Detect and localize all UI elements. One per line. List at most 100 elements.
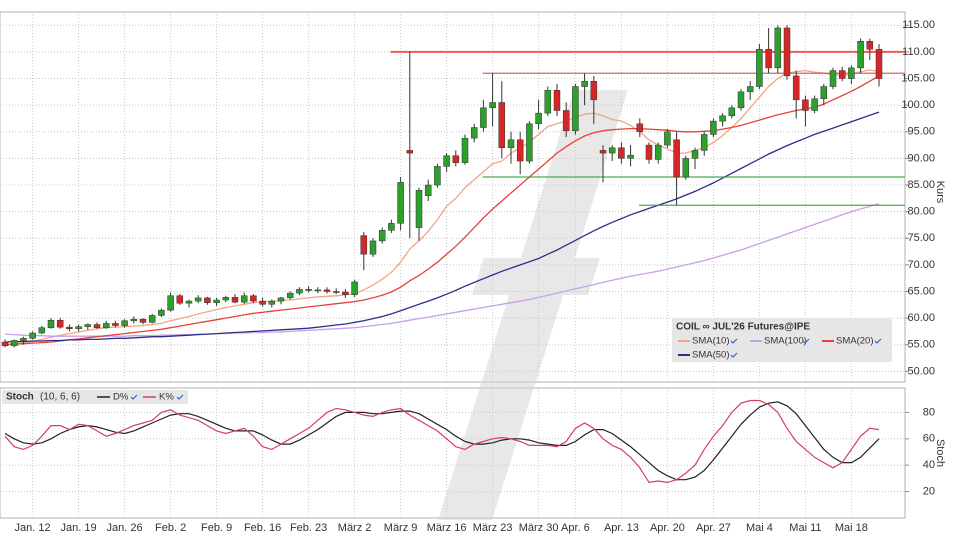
candle-body — [268, 300, 276, 305]
sma-line — [4, 75, 880, 346]
candle-body — [10, 340, 18, 347]
candle-body — [811, 98, 818, 111]
candle-body — [130, 318, 138, 322]
y-tick-label: 75.00 — [907, 232, 935, 244]
x-tick-label: März 30 — [519, 522, 559, 534]
y-tick-label: 115.00 — [902, 19, 935, 31]
candle-body — [121, 320, 128, 326]
candle-body — [783, 27, 791, 77]
y-tick-label: 20 — [923, 486, 935, 498]
candle-body — [572, 86, 579, 131]
y-tick-label: 95.00 — [907, 126, 935, 138]
y-tick-label: 90.00 — [907, 152, 935, 164]
candle-body — [406, 150, 414, 154]
candle-body — [93, 324, 101, 328]
x-tick-label: Feb. 16 — [244, 522, 281, 534]
stoch-title: Stoch — [6, 392, 34, 403]
x-tick-label: Jan. 26 — [107, 522, 143, 534]
candle-body — [673, 139, 680, 178]
legend-check — [176, 394, 184, 400]
plot — [1, 25, 905, 484]
candle-body — [250, 295, 257, 302]
legend-check — [130, 394, 138, 400]
candle-body — [167, 295, 174, 311]
y-tick-label: 55.00 — [907, 339, 935, 351]
candle-body — [29, 332, 36, 339]
legend-check — [802, 338, 810, 344]
x-tick-label: März 16 — [427, 522, 467, 534]
candle-body — [84, 324, 92, 327]
candle-body — [213, 299, 220, 303]
candle-body — [332, 291, 340, 293]
candle-body — [820, 86, 828, 100]
x-tick-label: Jan. 12 — [15, 522, 51, 534]
candle-body — [654, 144, 662, 160]
candle-body — [102, 323, 110, 328]
y-tick-label: 65.00 — [907, 285, 935, 297]
candle-body — [112, 323, 119, 326]
candle-body — [498, 102, 506, 149]
candle-body — [342, 291, 349, 295]
x-tick-label: Mai 18 — [835, 522, 868, 534]
candle-body — [20, 338, 27, 341]
candle-body — [443, 155, 450, 167]
candle-body — [480, 107, 487, 128]
candle-body — [489, 102, 496, 109]
candle-body — [581, 80, 588, 87]
candle-body — [369, 240, 377, 255]
y-tick-label: 70.00 — [907, 259, 935, 271]
sma-line — [4, 203, 880, 337]
candle-body — [618, 147, 625, 159]
x-tick-label: Apr. 20 — [650, 522, 685, 534]
candle-body — [562, 110, 570, 131]
candle-body — [277, 297, 285, 302]
candle-body — [56, 319, 64, 328]
x-tick-label: Jan. 19 — [61, 522, 97, 534]
x-tick-label: Mai 4 — [746, 522, 773, 534]
stoch-line — [4, 401, 880, 481]
candle-body — [148, 315, 156, 323]
x-tick-label: März 2 — [338, 522, 372, 534]
candle-body — [728, 107, 736, 117]
candle-body — [75, 326, 82, 330]
watermark-stroke — [438, 90, 628, 520]
x-tick-label: Feb. 2 — [155, 522, 186, 534]
candle-body — [719, 115, 726, 122]
watermark-bar — [472, 258, 600, 295]
y-tick-label: 110.00 — [902, 46, 935, 58]
candle-body — [553, 90, 561, 111]
sma-line — [4, 69, 880, 346]
candle-body — [185, 300, 193, 304]
candle-body — [737, 91, 745, 109]
candle-body — [296, 289, 303, 294]
y-tick-label: 50.00 — [907, 365, 935, 377]
legend-label: SMA(50) — [692, 350, 729, 361]
legend-label: SMA(100) — [764, 336, 807, 347]
candle-body — [424, 184, 432, 196]
candle-body — [415, 190, 423, 228]
y-axis-title: Kurs — [934, 181, 946, 204]
y-tick-label: 105.00 — [901, 72, 935, 84]
stoch-params: (10, 6, 6) — [40, 392, 80, 403]
candle-body — [792, 75, 800, 101]
candle-body — [710, 120, 717, 135]
candle-body — [360, 235, 368, 255]
legend-check — [730, 352, 738, 358]
candle-body — [38, 327, 46, 334]
candle-body — [323, 289, 331, 292]
candle-body — [875, 49, 883, 79]
candle-body — [664, 131, 671, 146]
candle-body — [1, 341, 9, 347]
candle-body — [204, 297, 211, 303]
candle-body — [461, 137, 469, 163]
candle-body — [838, 70, 846, 79]
candle-body — [66, 326, 73, 330]
candle-body — [535, 112, 542, 125]
legend-check — [874, 338, 882, 344]
candle-body — [286, 292, 294, 299]
x-tick-label: März 23 — [473, 522, 513, 534]
y-tick-label: 80 — [923, 406, 935, 418]
legend-label: K% — [159, 392, 174, 403]
candle-body — [829, 70, 837, 87]
candle-body — [194, 297, 202, 302]
